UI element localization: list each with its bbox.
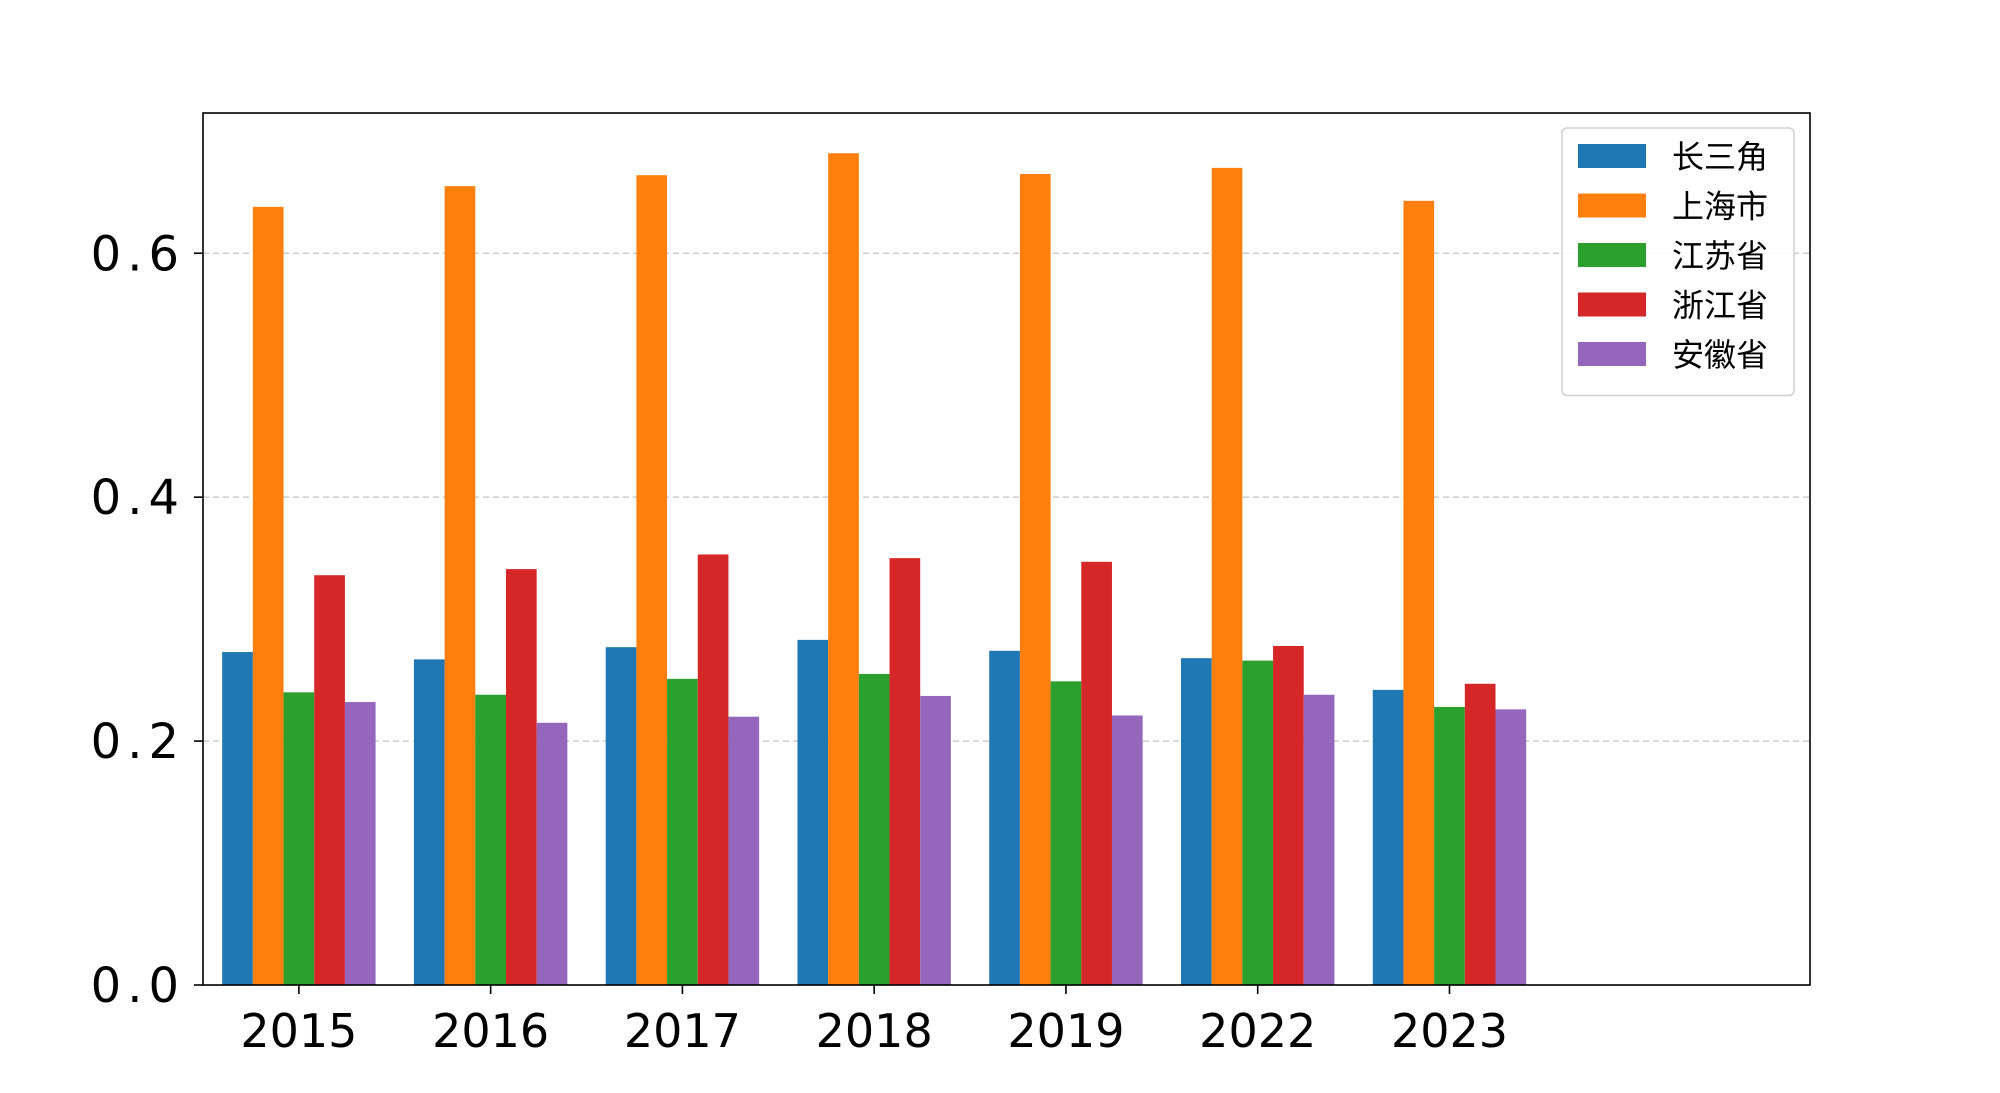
bar-2015-浙江省 (314, 575, 345, 985)
x-tick-label: 2017 (624, 1004, 741, 1058)
legend-item: 长三角 (1578, 138, 1768, 176)
y-tick-label: 0.2 (91, 714, 185, 770)
bar-2018-长三角 (797, 639, 829, 985)
x-tick-label: 2015 (240, 1004, 357, 1058)
bar-2023-江苏省 (1434, 706, 1465, 985)
bar-2016-江苏省 (475, 694, 506, 985)
bar-2015-江苏省 (283, 692, 315, 985)
bar-2019-江苏省 (1050, 681, 1082, 985)
bar-group-2019 (989, 173, 1143, 986)
x-tick-label: 2022 (1199, 1004, 1316, 1058)
bar-2019-浙江省 (1081, 561, 1112, 985)
legend-swatch (1578, 342, 1646, 366)
bar-2016-安徽省 (536, 722, 568, 985)
bar-2023-长三角 (1372, 689, 1404, 985)
bar-2019-长三角 (989, 650, 1020, 985)
bar-2018-上海市 (828, 153, 859, 985)
bar-2022-安徽省 (1303, 694, 1335, 985)
bar-2018-江苏省 (858, 674, 890, 985)
x-tick-label: 2018 (816, 1004, 933, 1058)
bar-2022-浙江省 (1273, 645, 1304, 985)
legend-swatch (1578, 144, 1646, 168)
legend-swatch (1578, 243, 1646, 267)
legend-label: 上海市 (1672, 188, 1768, 226)
bar-groups (222, 153, 1527, 986)
bar-2018-浙江省 (889, 558, 921, 985)
bar-2017-江苏省 (667, 678, 698, 985)
bar-2017-安徽省 (728, 716, 760, 985)
bar-2019-上海市 (1019, 173, 1051, 986)
legend-item: 浙江省 (1578, 287, 1768, 325)
bar-2016-上海市 (444, 186, 476, 986)
bar-2023-上海市 (1403, 200, 1435, 985)
bar-2022-江苏省 (1242, 660, 1274, 985)
y-tick-label: 0.6 (91, 226, 185, 282)
bar-2022-上海市 (1211, 167, 1243, 986)
bar-2015-上海市 (252, 206, 284, 985)
legend-item: 安徽省 (1578, 336, 1768, 374)
bar-2015-安徽省 (344, 702, 376, 985)
bar-2017-长三角 (605, 647, 637, 985)
legend-label: 浙江省 (1672, 287, 1768, 325)
bar-2016-长三角 (413, 659, 445, 985)
legend-swatch (1578, 193, 1646, 218)
bar-2023-浙江省 (1464, 683, 1496, 985)
y-tick-label: 0.4 (91, 470, 185, 526)
bar-group-2017 (605, 175, 760, 985)
legend-item: 江苏省 (1578, 237, 1768, 275)
plot-frame (202, 112, 1811, 986)
bar-group-2022 (1181, 167, 1335, 986)
bar-2019-安徽省 (1111, 715, 1143, 985)
bar-group-2015 (222, 206, 376, 985)
bar-2015-长三角 (222, 652, 253, 985)
bar-2017-浙江省 (697, 554, 729, 985)
bar-2018-安徽省 (920, 695, 951, 985)
bar-group-2018 (797, 153, 951, 985)
legend-item: 上海市 (1578, 188, 1768, 226)
bar-2022-长三角 (1181, 658, 1212, 985)
legend-swatch (1578, 292, 1646, 317)
bar-2016-浙江省 (505, 569, 537, 985)
x-tick-label: 2023 (1391, 1004, 1508, 1058)
bar-group-2016 (413, 186, 568, 986)
legend-label: 江苏省 (1672, 237, 1768, 275)
bar-2023-安徽省 (1495, 709, 1527, 985)
x-tick-label: 2019 (1007, 1004, 1124, 1058)
axes: 0.0 0.2 0.4 0.6 2015 2016 2017 2018 2019 2022 2023 (91, 112, 1811, 1058)
legend-label: 安徽省 (1672, 336, 1768, 374)
bar-group-2023 (1372, 200, 1527, 985)
y-tick-label: 0.0 (91, 958, 185, 1014)
x-tick-label: 2016 (432, 1004, 549, 1058)
bar-2017-上海市 (636, 175, 668, 985)
legend-label: 长三角 (1672, 138, 1768, 176)
